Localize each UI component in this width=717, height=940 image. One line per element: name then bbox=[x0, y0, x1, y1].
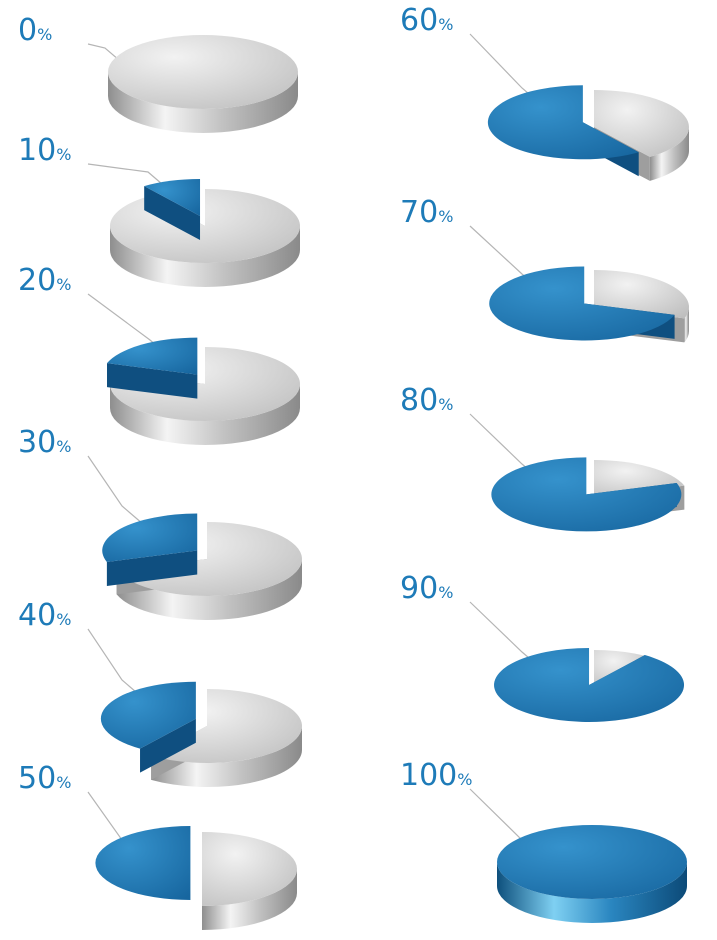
percent-label: 80% bbox=[400, 383, 453, 418]
pie-40: 40% bbox=[18, 598, 302, 788]
percent-label: 60% bbox=[400, 3, 453, 38]
pie-80: 80% bbox=[400, 383, 685, 532]
pie-90: 90% bbox=[400, 571, 685, 722]
grey-slice bbox=[594, 90, 689, 181]
blue-slice bbox=[144, 179, 201, 241]
percent-label: 50% bbox=[18, 761, 71, 796]
percent-label: 40% bbox=[18, 598, 71, 633]
pie-0: 0% bbox=[18, 13, 298, 133]
pie-20: 20% bbox=[18, 263, 300, 445]
grey-slice bbox=[110, 189, 301, 287]
blue-slice bbox=[494, 647, 685, 722]
leader-line bbox=[87, 455, 151, 531]
pie-50: 50% bbox=[18, 761, 297, 930]
pie-70: 70% bbox=[400, 195, 690, 343]
grey-slice bbox=[108, 35, 298, 133]
blue-slice bbox=[95, 826, 191, 900]
blue-slice bbox=[491, 457, 682, 532]
percent-label: 30% bbox=[18, 425, 71, 460]
blue-slice bbox=[497, 825, 687, 923]
percent-label: 100% bbox=[400, 758, 472, 793]
percent-label: 20% bbox=[18, 263, 71, 298]
percent-label: 90% bbox=[400, 571, 453, 606]
blue-slice bbox=[100, 681, 196, 773]
blue-slice bbox=[107, 337, 198, 399]
blue-slice bbox=[489, 266, 675, 341]
pie-10: 10% bbox=[18, 133, 301, 287]
blue-slice bbox=[487, 85, 639, 177]
pie-60: 60% bbox=[400, 3, 689, 181]
percent-label: 70% bbox=[400, 195, 453, 230]
pie-30: 30% bbox=[18, 425, 302, 621]
pie-100: 100% bbox=[400, 758, 687, 923]
percent-label: 0% bbox=[18, 13, 52, 48]
percent-label: 10% bbox=[18, 133, 71, 168]
grey-slice bbox=[202, 832, 297, 930]
blue-slice bbox=[102, 513, 198, 586]
